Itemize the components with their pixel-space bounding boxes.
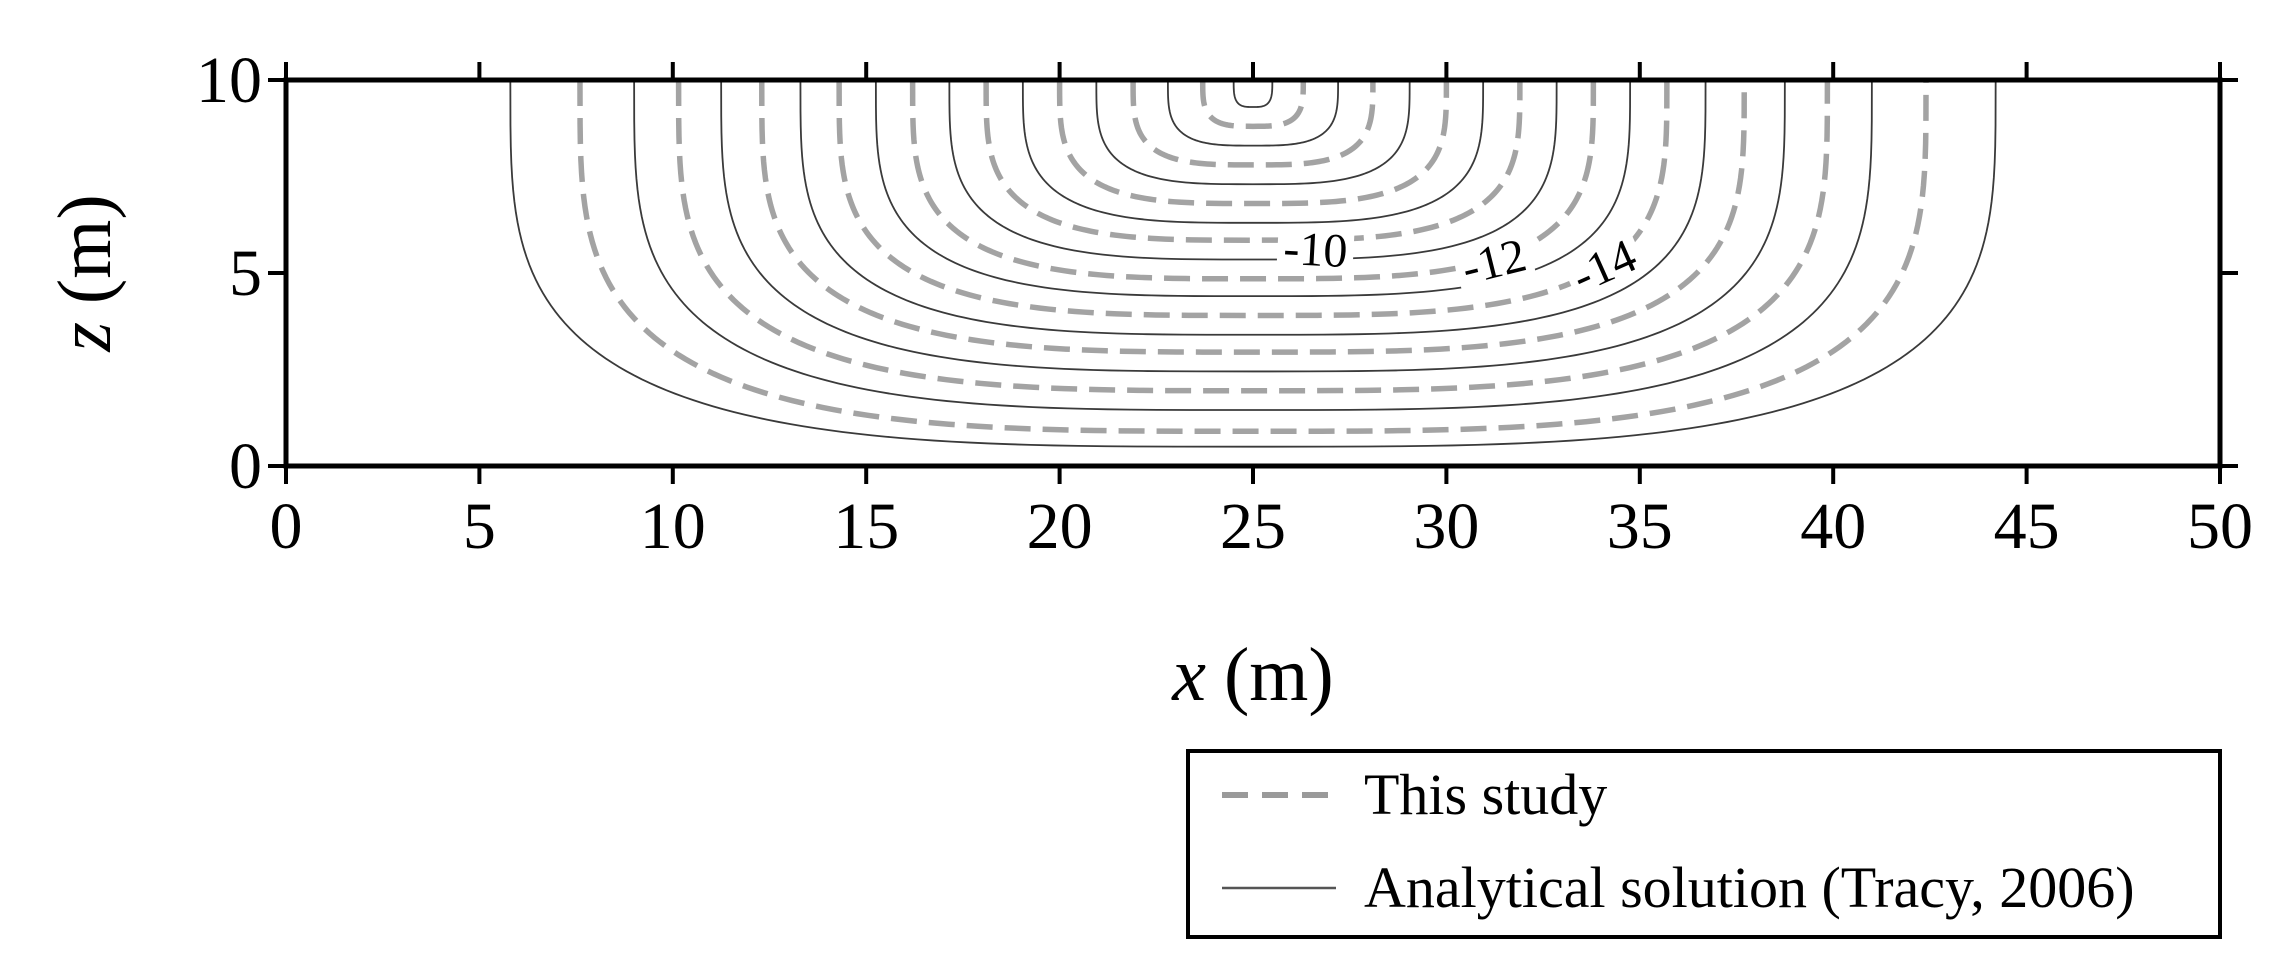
legend: This study Analytical solution (Tracy, 2… — [1186, 749, 2222, 939]
contour-line — [1021, 79, 1485, 224]
contour-lines — [509, 79, 1997, 448]
contour-label-background — [1561, 233, 1648, 302]
contour-label: -10 — [1282, 222, 1349, 278]
legend-box — [1186, 749, 2222, 939]
x-tick-label: 10 — [640, 490, 706, 563]
contour-line — [633, 79, 1873, 411]
contour-line — [720, 79, 1786, 373]
contour-line — [1167, 79, 1339, 147]
contour-line — [1232, 80, 1274, 108]
contour-line — [948, 79, 1558, 261]
x-axis-label: x (m) — [1171, 633, 1333, 717]
contour-label-background — [1452, 234, 1536, 292]
y-tick-label: 10 — [196, 44, 262, 117]
x-tick-label: 30 — [1413, 490, 1479, 563]
x-tick-label: 45 — [1994, 490, 2060, 563]
legend-label-this-study: This study — [1364, 762, 1607, 827]
contour-label-background — [1276, 229, 1355, 274]
x-tick-label: 50 — [2187, 490, 2253, 563]
x-tick-label: 40 — [1800, 490, 1866, 563]
y-tick-label: 5 — [229, 237, 262, 310]
contour-line — [799, 79, 1707, 336]
contour-line — [509, 79, 1997, 448]
contour-line — [983, 79, 1523, 243]
x-tick-label: 35 — [1607, 490, 1673, 563]
legend-label-analytical: Analytical solution (Tracy, 2006) — [1364, 855, 2135, 920]
contour-line — [1199, 80, 1307, 130]
contour-line — [577, 79, 1929, 435]
x-axis-variable: x — [1171, 633, 1206, 717]
axis-tick-labels: 0 5 10 15 20 25 30 35 40 45 50 0 5 10 — [196, 44, 2253, 563]
plot-frame — [283, 77, 2223, 469]
contour-line — [874, 79, 1632, 298]
x-tick-label: 5 — [463, 490, 496, 563]
axis-ticks — [268, 62, 2238, 484]
contour-line — [1056, 79, 1450, 207]
y-tick-label: 0 — [229, 430, 262, 503]
x-axis-unit: (m) — [1224, 633, 1334, 717]
x-tick-label: 0 — [270, 490, 303, 563]
contour-line — [1095, 79, 1411, 186]
x-tick-label: 15 — [833, 490, 899, 563]
x-tick-label: 25 — [1220, 490, 1286, 563]
y-axis-unit: (m) — [43, 194, 127, 304]
y-axis-variable: z — [43, 322, 127, 353]
contour-line — [1130, 79, 1376, 168]
y-axis-label: z (m) — [43, 194, 127, 352]
contour-line — [675, 79, 1831, 394]
contour-label: -12 — [1456, 228, 1531, 295]
contour-line — [759, 79, 1747, 355]
contour-line — [909, 79, 1597, 282]
x-tick-label: 20 — [1027, 490, 1093, 563]
